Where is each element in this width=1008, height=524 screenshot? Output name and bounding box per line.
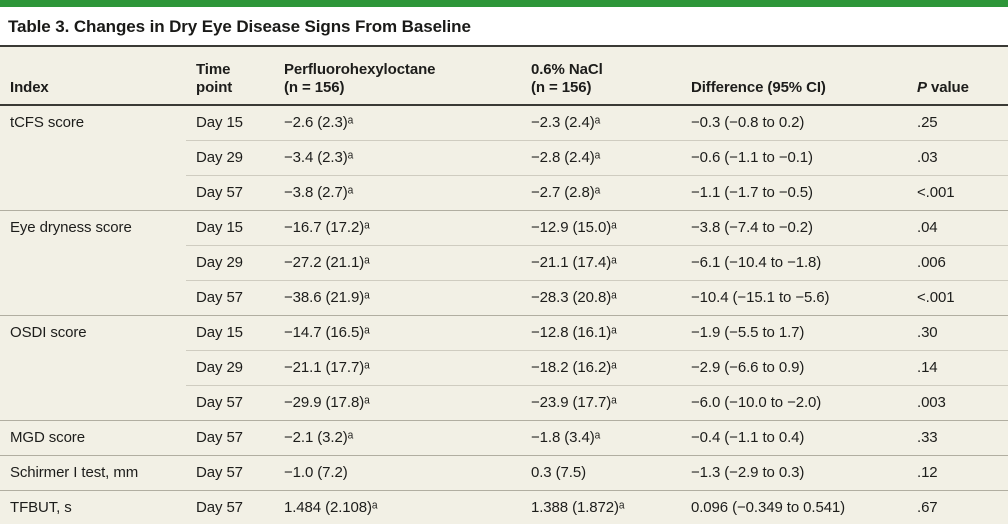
cell-nacl: −23.9 (17.7)ᵃ bbox=[521, 385, 681, 421]
cell-p: .33 bbox=[907, 420, 1008, 456]
table-head: Index Time point Perfluorohexyloctane (n = 1… bbox=[0, 47, 1008, 106]
cell-time: Day 29 bbox=[186, 245, 274, 281]
cell-p: .03 bbox=[907, 140, 1008, 176]
cell-p: .14 bbox=[907, 350, 1008, 386]
cell-pfho: −2.6 (2.3)ᵃ bbox=[274, 104, 521, 141]
cell-time: Day 57 bbox=[186, 280, 274, 316]
table-row: Day 29 −21.1 (17.7)ᵃ −18.2 (16.2)ᵃ −2.9 (−6… bbox=[0, 350, 1008, 386]
cell-p: <.001 bbox=[907, 280, 1008, 316]
cell-pfho: −21.1 (17.7)ᵃ bbox=[274, 350, 521, 386]
cell-p: .67 bbox=[907, 490, 1008, 524]
cell-pfho: −16.7 (17.2)ᵃ bbox=[274, 210, 521, 246]
cell-diff: −2.9 (−6.6 to 0.9) bbox=[681, 350, 907, 386]
column-header: Index bbox=[0, 47, 186, 106]
cell-diff: −6.0 (−10.0 to −2.0) bbox=[681, 385, 907, 421]
index-cell: Eye dryness score bbox=[0, 210, 186, 316]
table-row: tCFS score Day 15 −2.6 (2.3)ᵃ −2.3 (2.4)ᵃ −0… bbox=[0, 104, 1008, 211]
table-row: Day 57 −38.6 (21.9)ᵃ −28.3 (20.8)ᵃ −10.4 (−… bbox=[0, 280, 1008, 316]
cell-diff: −6.1 (−10.4 to −1.8) bbox=[681, 245, 907, 281]
cell-pfho: −3.4 (2.3)ᵃ bbox=[274, 140, 521, 176]
table-body: tCFS score Day 15 −2.6 (2.3)ᵃ −2.3 (2.4)ᵃ −0… bbox=[0, 104, 1008, 524]
cell-time: Day 57 bbox=[186, 175, 274, 211]
cell-pfho: −27.2 (21.1)ᵃ bbox=[274, 245, 521, 281]
cell-nacl: −2.7 (2.8)ᵃ bbox=[521, 175, 681, 211]
cell-nacl: −18.2 (16.2)ᵃ bbox=[521, 350, 681, 386]
index-cell: OSDI score bbox=[0, 315, 186, 421]
cell-diff: −0.3 (−0.8 to 0.2) bbox=[681, 104, 907, 141]
index-cell: tCFS score bbox=[0, 104, 186, 211]
cell-pfho: −1.0 (7.2) bbox=[274, 455, 521, 491]
index-cell: MGD score bbox=[0, 420, 186, 456]
column-header: Difference (95% CI) bbox=[681, 47, 907, 106]
cell-nacl: −12.9 (15.0)ᵃ bbox=[521, 210, 681, 246]
cell-time: Day 15 bbox=[186, 104, 274, 141]
cell-diff: −1.9 (−5.5 to 1.7) bbox=[681, 315, 907, 351]
cell-p: .25 bbox=[907, 104, 1008, 141]
cell-pfho: 1.484 (2.108)ᵃ bbox=[274, 490, 521, 524]
table-row: Schirmer I test, mm Day 57 −1.0 (7.2) 0.3 (… bbox=[0, 455, 1008, 491]
table-header-row: Index Time point Perfluorohexyloctane (n = 1… bbox=[0, 47, 1008, 106]
cell-time: Day 57 bbox=[186, 490, 274, 524]
cell-pfho: −2.1 (3.2)ᵃ bbox=[274, 420, 521, 456]
table-row: Day 57 −29.9 (17.8)ᵃ −23.9 (17.7)ᵃ −6.0 (−1… bbox=[0, 385, 1008, 421]
table-row: Day 57 −3.8 (2.7)ᵃ −2.7 (2.8)ᵃ −1.1 (−1.7 t… bbox=[0, 175, 1008, 211]
cell-diff: −0.6 (−1.1 to −0.1) bbox=[681, 140, 907, 176]
column-header: Perfluorohexyloctane (n = 156) bbox=[274, 47, 521, 106]
index-cell: Schirmer I test, mm bbox=[0, 455, 186, 491]
cell-pfho: −29.9 (17.8)ᵃ bbox=[274, 385, 521, 421]
cell-nacl: −1.8 (3.4)ᵃ bbox=[521, 420, 681, 456]
cell-p: .12 bbox=[907, 455, 1008, 491]
accent-bar bbox=[0, 0, 1008, 7]
cell-nacl: −12.8 (16.1)ᵃ bbox=[521, 315, 681, 351]
cell-time: Day 57 bbox=[186, 420, 274, 456]
cell-time: Day 57 bbox=[186, 385, 274, 421]
table-row: MGD score Day 57 −2.1 (3.2)ᵃ −1.8 (3.4)ᵃ −0.… bbox=[0, 420, 1008, 456]
cell-time: Day 29 bbox=[186, 350, 274, 386]
cell-diff: −3.8 (−7.4 to −0.2) bbox=[681, 210, 907, 246]
cell-time: Day 57 bbox=[186, 455, 274, 491]
cell-nacl: −21.1 (17.4)ᵃ bbox=[521, 245, 681, 281]
title-block: Table 3. Changes in Dry Eye Disease Sign… bbox=[0, 7, 1008, 47]
cell-nacl: 1.388 (1.872)ᵃ bbox=[521, 490, 681, 524]
cell-nacl: −28.3 (20.8)ᵃ bbox=[521, 280, 681, 316]
page-title: Table 3. Changes in Dry Eye Disease Sign… bbox=[8, 17, 471, 36]
cell-p: .003 bbox=[907, 385, 1008, 421]
cell-pfho: −38.6 (21.9)ᵃ bbox=[274, 280, 521, 316]
cell-pfho: −3.8 (2.7)ᵃ bbox=[274, 175, 521, 211]
cell-diff: 0.096 (−0.349 to 0.541) bbox=[681, 490, 907, 524]
cell-pfho: −14.7 (16.5)ᵃ bbox=[274, 315, 521, 351]
cell-p: .04 bbox=[907, 210, 1008, 246]
cell-time: Day 15 bbox=[186, 315, 274, 351]
cell-nacl: 0.3 (7.5) bbox=[521, 455, 681, 491]
column-header: Time point bbox=[186, 47, 274, 106]
cell-time: Day 15 bbox=[186, 210, 274, 246]
table-row: Day 29 −3.4 (2.3)ᵃ −2.8 (2.4)ᵃ −0.6 (−1.1 t… bbox=[0, 140, 1008, 176]
table-row: OSDI score Day 15 −14.7 (16.5)ᵃ −12.8 (16.1… bbox=[0, 315, 1008, 421]
cell-time: Day 29 bbox=[186, 140, 274, 176]
cell-diff: −10.4 (−15.1 to −5.6) bbox=[681, 280, 907, 316]
table-row: Day 29 −27.2 (21.1)ᵃ −21.1 (17.4)ᵃ −6.1 (−1… bbox=[0, 245, 1008, 281]
cell-nacl: −2.3 (2.4)ᵃ bbox=[521, 104, 681, 141]
cell-p: .30 bbox=[907, 315, 1008, 351]
data-table: Index Time point Perfluorohexyloctane (n = 1… bbox=[0, 47, 1008, 524]
table-row: Eye dryness score Day 15 −16.7 (17.2)ᵃ −12.… bbox=[0, 210, 1008, 316]
cell-diff: −1.1 (−1.7 to −0.5) bbox=[681, 175, 907, 211]
cell-p: <.001 bbox=[907, 175, 1008, 211]
index-cell: TFBUT, s bbox=[0, 490, 186, 524]
cell-p: .006 bbox=[907, 245, 1008, 281]
cell-nacl: −2.8 (2.4)ᵃ bbox=[521, 140, 681, 176]
cell-diff: −1.3 (−2.9 to 0.3) bbox=[681, 455, 907, 491]
cell-diff: −0.4 (−1.1 to 0.4) bbox=[681, 420, 907, 456]
table-row: TFBUT, s Day 57 1.484 (2.108)ᵃ 1.388 (1.872… bbox=[0, 490, 1008, 524]
column-header: P value bbox=[907, 47, 1008, 106]
column-header: 0.6% NaCl (n = 156) bbox=[521, 47, 681, 106]
